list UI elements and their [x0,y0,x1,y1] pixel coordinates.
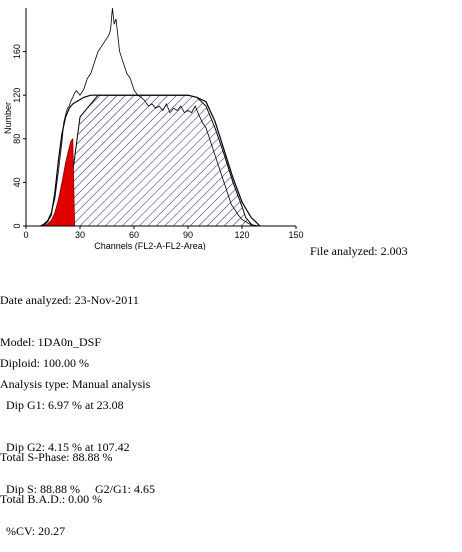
g1-peak [42,137,76,227]
y-tick-label-120: 120 [12,88,22,103]
plot-area [40,7,261,227]
histogram-chart: 0 30 60 90 120 150 0 40 80 120 160 Channels (FL2-A… [3,7,304,250]
x-tick-label-30: 30 [75,230,85,240]
x-tick-label-150: 150 [288,230,303,240]
axes: 0 30 60 90 120 150 0 40 80 120 160 [12,8,304,240]
dip-g2: Dip G2: 4.15 % at 107.42 [0,440,130,454]
y-tick-label-0: 0 [12,223,22,228]
y-axis-label: Number [3,102,13,134]
cv-percent: %CV: 20.27 [0,524,66,538]
x-tick-label-120: 120 [234,230,249,240]
x-tick-label-0: 0 [23,230,28,240]
model-fit-line [40,94,261,227]
x-tick-label-60: 60 [129,230,139,240]
x-tick-label-90: 90 [183,230,193,240]
x-axis-label: Channels (FL2-A-FL2-Area) [94,241,206,250]
date-analyzed: Date analyzed: 23-Nov-2011 [0,293,139,307]
total-bad: Total B.A.D.: 0.00 % [0,492,103,506]
report-header: Date analyzed: 23-Nov-2011 Model: 1DA0n_… [0,265,150,405]
y-tick-label-160: 160 [12,44,22,59]
histogram-line [40,7,261,227]
dip-g1: Dip G1: 6.97 % at 23.08 [0,398,124,412]
total-s-phase: Total S-Phase: 88.88 % [0,450,113,464]
s-phase-area [65,94,254,227]
file-analyzed: File analyzed: 2.003 [310,244,408,258]
diploid-percent: Diploid: 100.00 % [0,356,89,370]
analysis-type: Analysis type: Manual analysis [0,377,151,391]
y-tick-label-80: 80 [12,134,22,144]
model-name: Model: 1DA0n_DSF [0,335,102,349]
y-tick-label-40: 40 [12,177,22,187]
report-totals: Total S-Phase: 88.88 % Total B.A.D.: 0.0… [0,422,112,520]
